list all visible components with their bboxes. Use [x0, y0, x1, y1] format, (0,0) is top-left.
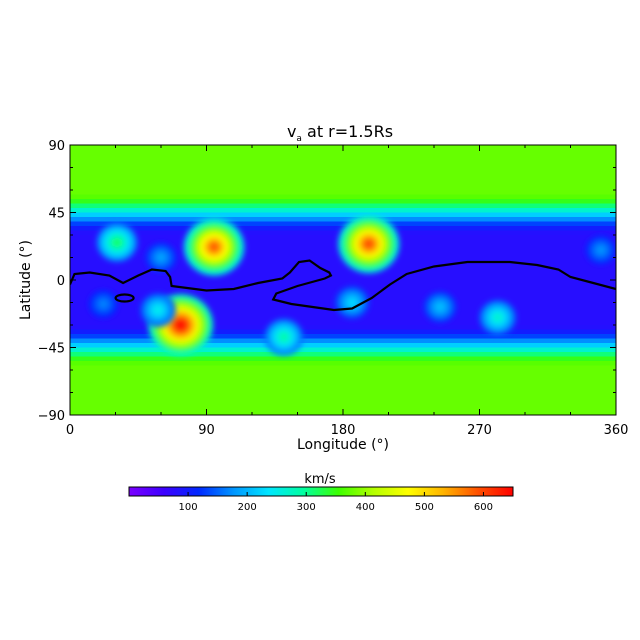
fast-stream [183, 218, 245, 276]
heatmap-band [70, 172, 616, 178]
heatmap-band [70, 370, 616, 376]
x-tick-label: 0 [66, 423, 74, 438]
x-tick-label: 180 [331, 423, 356, 438]
fast-stream-level [493, 313, 502, 322]
heatmap-band [70, 221, 616, 227]
fast-stream-level [154, 306, 162, 314]
fast-stream [145, 242, 177, 273]
fast-stream-level [279, 333, 288, 341]
fast-stream [140, 293, 176, 327]
y-tick-label: −45 [38, 342, 65, 357]
colorbar-tick-label: 600 [474, 502, 493, 513]
heatmap-band [70, 383, 616, 389]
neutral-line [70, 259, 616, 312]
heatmap-band [70, 338, 616, 344]
heatmap-band [70, 392, 616, 398]
fast-stream-level [157, 254, 165, 261]
fast-stream-level [208, 241, 221, 253]
heatmap-band [70, 343, 616, 349]
heatmap-band [70, 212, 616, 218]
y-tick-label: 45 [48, 207, 65, 222]
heatmap-band [70, 361, 616, 367]
heatmap-band [70, 280, 616, 286]
heatmap-band [70, 329, 616, 335]
heatmap-band [70, 379, 616, 385]
colorbar-tick-label: 400 [356, 502, 375, 513]
chart-title: va at r=1.5Rs [287, 122, 393, 144]
heatmap-band [70, 167, 616, 173]
colorbar-tick-label: 200 [238, 502, 257, 513]
colorbar-tick-label: 300 [297, 502, 316, 513]
fast-stream [264, 318, 304, 356]
fast-stream-level [362, 238, 375, 250]
heatmap-band [70, 203, 616, 209]
y-axis: 90 45 0 −45 −90 [38, 139, 616, 424]
heatmap-band [70, 194, 616, 200]
heatmap-band [70, 158, 616, 164]
heatmap-band [70, 325, 616, 331]
heatmap-band [70, 208, 616, 214]
heatmap-band [70, 190, 616, 196]
heatmap-band [70, 217, 616, 223]
fast-stream-level [174, 318, 188, 332]
heatmap [70, 145, 616, 415]
x-axis-label: Longitude (°) [297, 437, 389, 453]
fast-stream-level [597, 247, 604, 253]
fast-stream-level [348, 299, 356, 306]
fast-stream [585, 235, 616, 265]
heatmap-band [70, 154, 616, 160]
heatmap-band [70, 316, 616, 322]
x-tick-label: 270 [467, 423, 492, 438]
fast-stream [423, 291, 457, 323]
x-tick-label: 360 [604, 423, 629, 438]
fast-stream [479, 299, 517, 336]
colorbar [128, 486, 514, 497]
heatmap-band [70, 275, 616, 281]
heatmap-band [70, 262, 616, 268]
heatmap-band [70, 347, 616, 353]
heatmap-band [70, 199, 616, 205]
heatmap-band [70, 334, 616, 340]
fast-stream-level [112, 238, 122, 247]
heatmap-band [70, 397, 616, 403]
neutral-line-loop [114, 293, 135, 303]
y-tick-label: −90 [38, 409, 65, 424]
heatmap-band [70, 406, 616, 412]
heatmap-band [70, 257, 616, 263]
heatmap-band [70, 320, 616, 326]
heatmap-band [70, 365, 616, 371]
colorbar-tick-label: 500 [415, 502, 434, 513]
heatmap-band [70, 284, 616, 290]
heatmap-band [70, 176, 616, 182]
fast-stream-level [100, 301, 107, 307]
colorbar-tick-label: 100 [179, 502, 198, 513]
fast-stream [96, 223, 138, 262]
heatmap-band [70, 356, 616, 362]
heatmap-band [70, 163, 616, 169]
heatmap-band [70, 352, 616, 358]
fast-stream-level [436, 303, 444, 311]
heatmap-band [70, 388, 616, 394]
heatmap-band [70, 266, 616, 272]
y-tick-label: 0 [57, 274, 65, 289]
colorbar-label: km/s [304, 472, 336, 487]
x-tick-label: 90 [198, 423, 215, 438]
heatmap-band [70, 149, 616, 155]
y-axis-label: Latitude (°) [18, 240, 34, 320]
heatmap-band [70, 181, 616, 187]
heatmap-band [70, 401, 616, 407]
heatmap-band [70, 374, 616, 380]
fast-stream [338, 214, 400, 274]
heatmap-band [70, 185, 616, 191]
x-axis: 0 90 180 270 360 [66, 145, 629, 438]
fast-stream [88, 289, 119, 319]
colorbar-ticks: 100 200 300 400 500 600 [179, 492, 493, 513]
y-tick-label: 90 [48, 139, 65, 154]
heatmap-band [70, 271, 616, 277]
